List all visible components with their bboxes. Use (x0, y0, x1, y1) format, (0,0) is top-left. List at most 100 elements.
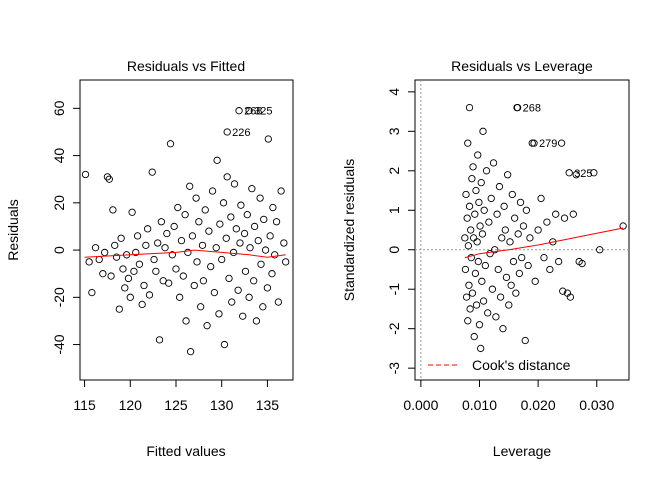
data-point (145, 291, 154, 299)
y-axis-label: Standardized residuals (341, 159, 357, 301)
data-point (502, 273, 511, 282)
y-tick-label: 1 (386, 206, 402, 214)
x-tick-label: 135 (256, 397, 280, 413)
y-tick-label: 0 (386, 246, 402, 254)
data-point (126, 293, 134, 301)
data-point (500, 202, 508, 210)
x-tick-label: 0.000 (403, 397, 438, 413)
data-point (473, 238, 481, 246)
data-point (190, 281, 198, 290)
data-point (248, 185, 256, 193)
data-point (463, 214, 471, 222)
data-point (192, 194, 200, 202)
data-point (578, 259, 586, 268)
data-point (148, 168, 156, 176)
data-point (264, 135, 272, 143)
data-point (117, 234, 125, 242)
data-point (274, 298, 283, 306)
data-point (259, 303, 267, 311)
data-point (133, 232, 142, 240)
y-tick-label: 0 (51, 246, 67, 254)
data-point (271, 251, 279, 259)
data-point (560, 214, 569, 222)
data-point (474, 151, 482, 159)
data-point (119, 265, 127, 273)
data-point (135, 260, 144, 268)
data-point (138, 300, 146, 309)
y-tick-label: -3 (386, 362, 402, 375)
data-point (166, 140, 175, 148)
data-point (177, 236, 186, 245)
data-point (470, 332, 478, 341)
flagged-point (235, 107, 243, 115)
data-point (528, 139, 536, 147)
point-annotation: 279 (539, 138, 557, 150)
data-point (182, 317, 190, 325)
y-tick-label: -40 (51, 334, 67, 354)
data-point (462, 293, 471, 301)
data-point (506, 238, 514, 246)
data-point (518, 253, 526, 262)
data-point (512, 289, 520, 297)
data-point (128, 208, 136, 216)
data-point (245, 293, 253, 301)
data-point (165, 279, 173, 287)
data-point (219, 199, 228, 207)
data-point (479, 127, 487, 135)
data-point (225, 274, 233, 283)
data-point (184, 248, 192, 257)
y-tick-label: 20 (51, 195, 67, 211)
data-point (103, 173, 112, 181)
data-point (205, 227, 213, 235)
data-point (280, 239, 288, 247)
data-point (208, 187, 217, 195)
x-tick-label: 0.030 (579, 397, 614, 413)
panel-title: Residuals vs Leverage (451, 58, 593, 74)
data-point (508, 190, 516, 199)
x-axis-label: Fitted values (146, 443, 225, 459)
y-axis-label: Residuals (5, 199, 21, 260)
data-point (237, 201, 245, 209)
data-point (172, 265, 180, 273)
data-point (218, 255, 226, 264)
data-point (495, 182, 504, 191)
data-point (478, 277, 486, 285)
data-point (277, 187, 285, 195)
data-point (554, 257, 563, 266)
data-point (464, 317, 472, 325)
data-point (81, 170, 90, 179)
data-point (207, 262, 215, 271)
data-point (197, 303, 205, 311)
data-point (499, 325, 507, 333)
data-point (514, 230, 522, 238)
data-point (475, 198, 483, 207)
data-point (461, 265, 470, 274)
data-point (268, 270, 276, 278)
points-layer (461, 103, 627, 353)
data-point (572, 171, 580, 179)
data-point (240, 229, 249, 238)
data-point (257, 260, 265, 268)
data-point (201, 206, 209, 214)
data-point (232, 225, 240, 233)
data-point (465, 103, 474, 112)
panel-title: Residuals vs Fitted (127, 58, 245, 74)
data-point (112, 253, 121, 261)
point-annotation: 268 (523, 103, 541, 115)
y-tick-label: 3 (386, 127, 402, 135)
data-point (250, 222, 259, 231)
flagged-point (513, 103, 522, 112)
data-point (111, 241, 119, 250)
data-point (468, 289, 477, 297)
data-point (239, 312, 247, 320)
data-point (210, 288, 219, 297)
data-point (222, 234, 230, 242)
data-point (471, 210, 479, 218)
smoother-line (464, 227, 624, 259)
data-point (216, 220, 224, 228)
data-point (464, 139, 472, 147)
data-point (155, 336, 164, 344)
plot-frame (79, 79, 294, 381)
data-point (124, 274, 133, 283)
data-point (465, 202, 474, 210)
